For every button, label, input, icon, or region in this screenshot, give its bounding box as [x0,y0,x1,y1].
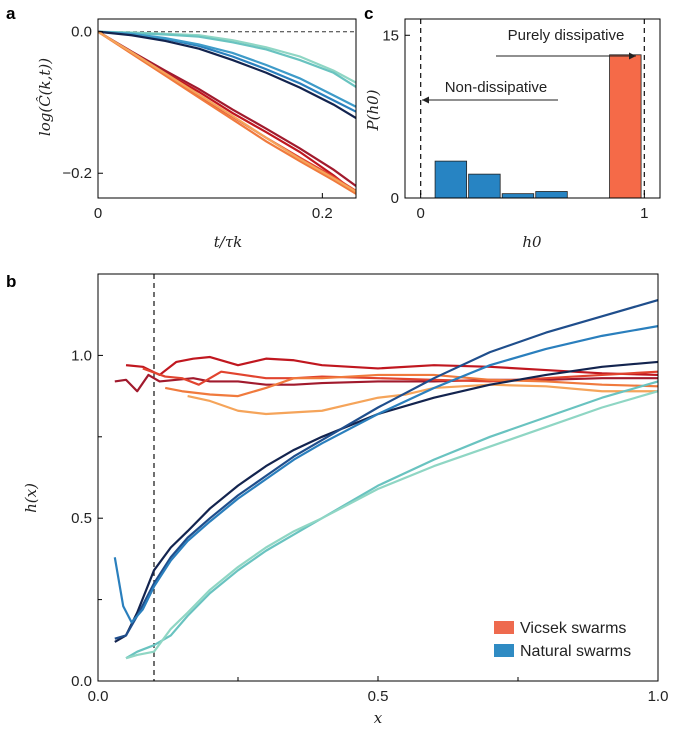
panel-c-bar-natural-0 [434,160,468,199]
panel-b-series-vicsek-0 [125,355,658,377]
panel-b-series-vicsek-3 [164,373,658,398]
panel-b-series-group [113,274,658,681]
panel-a-x-axis-label: t/τk [214,233,242,251]
panel-a-x-tick-label: 0.2 [312,205,333,222]
panel-c-x-tick-label: 1 [640,205,648,222]
panel-b-y-tick-label: 1.0 [71,347,92,364]
panel-a-series-vicsek-6 [98,30,356,187]
panel-c-y-axis-label: P(h0) [364,89,382,131]
panel-a-series-vicsek-8 [98,30,356,195]
panel-c-y-tick-label: 15 [382,27,399,44]
panel-a-y-tick-label: −0.2 [62,165,92,182]
legend-label-vicsek: Vicsek swarms [520,620,626,637]
panel-b-axes: 0.0 0.5 1.0 0.0 0.5 1.0 [71,273,669,705]
panel-a-y-axis-label: log(Ĉ(k,t)) [36,58,54,136]
panel-b-legend: Vicsek swarms Natural swarms [494,620,631,660]
legend-label-natural: Natural swarms [520,643,631,660]
panel-b-series-natural-9 [125,390,658,660]
panel-letter-c: c [364,4,373,23]
panel-a-y-tick-label: 0.0 [71,24,92,41]
panel-a-series-natural-2 [98,30,356,113]
panel-c-y-tick-label: 0 [391,190,399,207]
panel-a-series-natural-3 [98,30,356,108]
panel-c-bar-natural-2 [501,193,535,199]
arrow-left-head [422,96,429,104]
panel-letter-b: b [6,272,16,291]
panel-b-y-tick-label: 0.0 [71,673,92,690]
panel-c-bars-group [420,19,645,199]
panel-a-chart: 0 0.2 0.0 −0.2 log(Ĉ(k,t)) t/τk [36,18,357,251]
panel-a-x-tick-label: 0 [94,205,102,222]
panel-c-bar-natural-3 [535,191,568,199]
panel-c-axes: 0 1 0 15 [382,18,661,222]
panel-b-series-natural-7 [113,325,658,624]
panel-c-x-tick-label: 0 [416,205,424,222]
panel-b-x-tick-label: 0.0 [88,688,109,705]
annotation-non-dissipative: Non-dissipative [445,79,548,96]
panel-b-y-axis-label: h(x) [22,483,40,513]
panel-c-frame [404,18,661,199]
panel-b-y-tick-label: 0.5 [71,510,92,527]
panel-b-series-vicsek-4 [187,383,658,416]
panel-b-series-natural-8 [125,380,658,660]
panel-b-series-natural-5 [114,360,658,643]
legend-swatch-vicsek [494,621,514,634]
panel-letter-a: a [6,4,16,23]
panel-c-x-axis-label: h0 [522,233,542,251]
panel-b-series-natural-6 [114,298,658,640]
panel-c-chart: 0 1 0 15 Purely dissipative Non-dissipative… [364,18,661,251]
panel-b-chart: 0.0 0.5 1.0 0.0 0.5 1.0 h(x) x Vicsek swarms … [22,273,669,727]
panel-a-series-group [98,30,356,195]
annotation-purely-dissipative: Purely dissipative [508,27,625,44]
panel-a-axes: 0 0.2 0.0 −0.2 [62,18,357,222]
legend-swatch-natural [494,644,514,657]
panel-a-series-natural-1 [98,30,356,88]
arrow-right-head [629,52,636,60]
panel-b-x-tick-label: 0.5 [368,688,389,705]
panel-b-x-tick-label: 1.0 [648,688,669,705]
panel-a-series-vicsek-9 [98,30,356,193]
panel-b-x-axis-label: x [374,709,383,727]
panel-c-bar-vicsek-4 [609,54,642,199]
panel-a-series-natural-4 [98,30,356,119]
panel-a-frame [97,18,357,199]
panel-c-bar-natural-1 [468,173,501,199]
